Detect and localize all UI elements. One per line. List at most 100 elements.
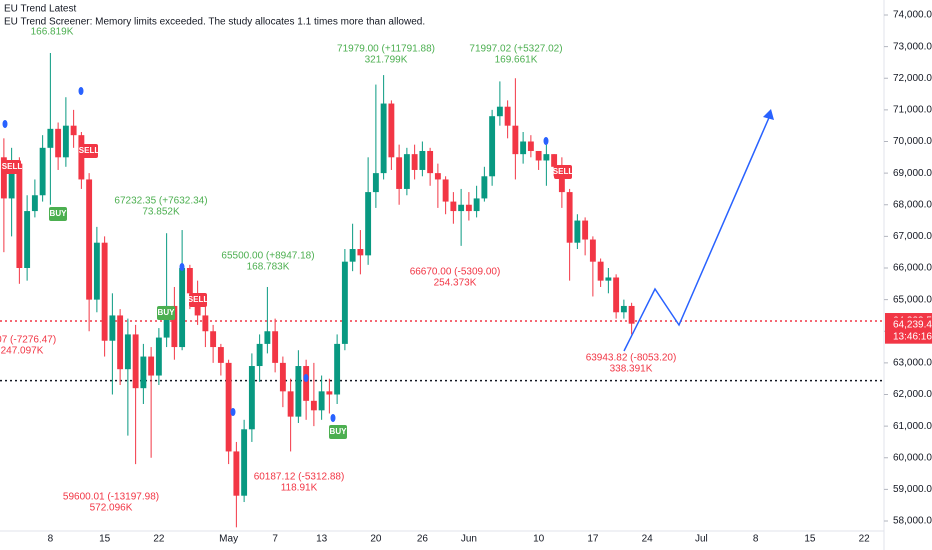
signal-badge [554, 165, 572, 179]
y-tick-label: 60,000.00 [893, 452, 932, 463]
y-tick-label: 74,000.00 [893, 10, 932, 21]
candle-body [225, 362, 232, 452]
candle-body [287, 391, 294, 417]
signal-label: BUY [330, 427, 348, 436]
projection-path [623, 112, 772, 352]
signal-badge [157, 306, 175, 320]
candle-body [535, 150, 542, 161]
candle-body [396, 157, 403, 189]
y-tick-label: 68,000.00 [893, 199, 932, 210]
candle-body [558, 166, 565, 193]
candle-body [520, 141, 527, 155]
candle-body [496, 106, 503, 117]
last-price-box [885, 317, 932, 344]
dot [179, 263, 185, 271]
candle-body [24, 211, 31, 268]
y-tick-label: 72,000.00 [893, 73, 932, 84]
candle-body [303, 366, 310, 401]
y-tick-label: 67,000.00 [893, 231, 932, 242]
annotation-text: 59600.01 (-13197.98) [63, 492, 159, 503]
annotation-text: 71997.02 (+5327.02) [469, 44, 562, 55]
y-tick-label: 65,000.00 [893, 294, 932, 305]
annotation-text: 166.819K [31, 27, 74, 38]
candle-body [241, 429, 248, 496]
x-tick-label: 20 [370, 534, 382, 545]
y-tick-label: 58,000.00 [893, 516, 932, 527]
signal-badge [329, 425, 347, 439]
annotation-text: 66670.00 (-5309.00) [410, 267, 501, 278]
candle-body [210, 331, 217, 348]
candle-body [256, 343, 263, 367]
dot [2, 120, 8, 128]
candle-body [628, 305, 635, 324]
candle-body [148, 356, 155, 376]
x-tick-label: 26 [417, 534, 429, 545]
candle-body [279, 362, 286, 392]
candle-body [527, 141, 534, 151]
candle-body [582, 220, 589, 240]
annotation-text: 67232.35 (+7632.34) [114, 196, 207, 207]
x-tick-label: 8 [753, 534, 759, 545]
signal-label: BUY [158, 308, 176, 317]
annotation-volume: 168.783K [247, 262, 290, 273]
candle-body [55, 128, 62, 158]
candle-body [504, 106, 511, 126]
candle-body [512, 125, 519, 155]
x-tick-label: 15 [804, 534, 816, 545]
candle-body [489, 116, 496, 177]
signal-badge [3, 160, 21, 174]
y-tick-label: 71,000.00 [893, 105, 932, 116]
dot [303, 374, 309, 382]
dot [330, 414, 336, 422]
candle-body [365, 192, 372, 256]
candle-body [574, 220, 581, 243]
projection-arrow [763, 109, 774, 120]
signal-badge [49, 207, 67, 221]
x-tick-label: 10 [533, 534, 545, 545]
candle-body [186, 267, 193, 294]
y-tick-label: 63,000.00 [893, 358, 932, 369]
candle-body [101, 242, 108, 341]
x-tick-label: 22 [859, 534, 871, 545]
indicator-warning: EU Trend Screener: Memory limits exceede… [4, 17, 425, 28]
y-tick-label: 70,000.00 [893, 136, 932, 147]
signal-label: BUY [50, 209, 68, 218]
candle-body [450, 201, 457, 212]
candle-body [473, 198, 480, 212]
y-tick-label: 62,000.00 [893, 389, 932, 400]
signal-label: SELL [553, 167, 574, 176]
annotation-volume: 73.852K [142, 207, 180, 218]
annotation-volume: 338.391K [610, 364, 653, 375]
candle-body [481, 176, 488, 199]
candle-body [326, 391, 333, 395]
dot [543, 137, 549, 145]
candle-body [93, 242, 100, 300]
candle-body [217, 347, 224, 363]
annotation-volume: 321.799K [365, 55, 408, 66]
candle-body [124, 334, 131, 370]
last-price-label: 64,239.43 [893, 319, 932, 330]
candle-body [403, 154, 410, 189]
y-tick-label: 61,000.00 [893, 421, 932, 432]
x-tick-label: 8 [48, 534, 54, 545]
candle-body [70, 125, 77, 136]
candle-body [605, 277, 612, 281]
candle-body [388, 103, 395, 158]
annotation-volume: 118.91K [281, 483, 318, 494]
candle-body [380, 103, 387, 174]
annotation-volume: 254.373K [434, 278, 477, 289]
indicator-title: EU Trend Latest [4, 4, 76, 15]
candle-body [458, 204, 465, 212]
candle-body [179, 267, 186, 348]
annotation-text: 71979.00 (+11791.88) [337, 44, 435, 55]
candle-body [318, 391, 325, 411]
candle-body [620, 305, 627, 313]
x-tick-label: 24 [642, 534, 654, 545]
candle-body [372, 173, 379, 193]
signal-label: SELL [79, 146, 100, 155]
candle-body [597, 261, 604, 281]
candle-body [39, 147, 46, 196]
candle-body [140, 356, 147, 389]
candle-body [62, 125, 69, 158]
